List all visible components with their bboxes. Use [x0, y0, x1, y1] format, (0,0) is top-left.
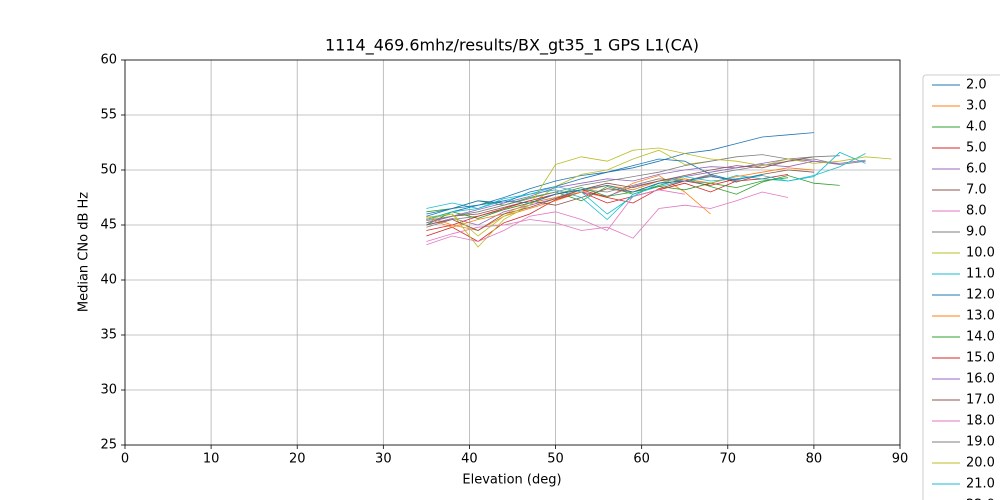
legend-label: 12.0 [966, 288, 995, 303]
legend-label: 3.0 [966, 99, 987, 114]
y-tick-label: 40 [100, 273, 117, 288]
x-tick-label: 60 [633, 452, 650, 467]
legend-label: 20.0 [966, 456, 995, 471]
legend-label: 4.0 [966, 120, 987, 135]
legend-label: 21.0 [966, 477, 995, 492]
x-tick-label: 30 [375, 452, 392, 467]
legend-label: 5.0 [966, 141, 987, 156]
data-line [426, 154, 840, 221]
x-tick-label: 80 [806, 452, 823, 467]
legend-label: 10.0 [966, 246, 995, 261]
x-tick-label: 70 [720, 452, 737, 467]
data-line [426, 174, 763, 215]
y-tick-label: 25 [100, 438, 117, 453]
data-line [426, 151, 866, 220]
legend-label: 18.0 [966, 414, 995, 429]
x-tick-label: 50 [547, 452, 564, 467]
legend-label: 7.0 [966, 183, 987, 198]
data-line [426, 174, 789, 242]
y-tick-label: 60 [100, 53, 117, 68]
data-line [426, 189, 685, 246]
y-tick-label: 30 [100, 383, 117, 398]
x-tick-label: 10 [203, 452, 220, 467]
legend-label: 14.0 [966, 330, 995, 345]
data-line [426, 175, 763, 231]
legend-label: 6.0 [966, 162, 987, 177]
data-line [426, 153, 866, 221]
data-line [426, 177, 789, 226]
legend-box [922, 74, 1000, 500]
legend-label: 15.0 [966, 351, 995, 366]
legend-label: 9.0 [966, 225, 987, 240]
x-tick-label: 20 [289, 452, 306, 467]
x-tick-label: 90 [892, 452, 909, 467]
legend-label: 2.0 [966, 78, 987, 93]
legend-label: 16.0 [966, 372, 995, 387]
y-tick-label: 35 [100, 328, 117, 343]
chart-title: 1114_469.6mhz/results/BX_gt35_1 GPS L1(C… [325, 36, 699, 56]
y-tick-label: 55 [100, 108, 117, 123]
y-axis-label: Median CNo dB Hz [77, 192, 92, 312]
data-line [426, 169, 814, 224]
x-tick-label: 40 [461, 452, 478, 467]
data-line [426, 158, 840, 224]
data-line [426, 159, 866, 226]
legend-label: 22.0 [966, 498, 995, 500]
data-line [426, 191, 789, 242]
legend-label: 11.0 [966, 267, 995, 282]
data-line [426, 156, 814, 231]
data-line [426, 132, 814, 220]
x-tick-label: 0 [121, 452, 129, 467]
y-tick-label: 45 [100, 218, 117, 233]
y-tick-label: 50 [100, 163, 117, 178]
legend-label: 8.0 [966, 204, 987, 219]
legend-label: 19.0 [966, 435, 995, 450]
data-line [426, 158, 737, 217]
plot-frame [124, 59, 901, 446]
data-line [426, 147, 892, 237]
data-line [426, 167, 814, 228]
legend-label: 17.0 [966, 393, 995, 408]
legend-label: 13.0 [966, 309, 995, 324]
x-axis-label: Elevation (deg) [462, 473, 561, 488]
data-line [426, 149, 711, 248]
